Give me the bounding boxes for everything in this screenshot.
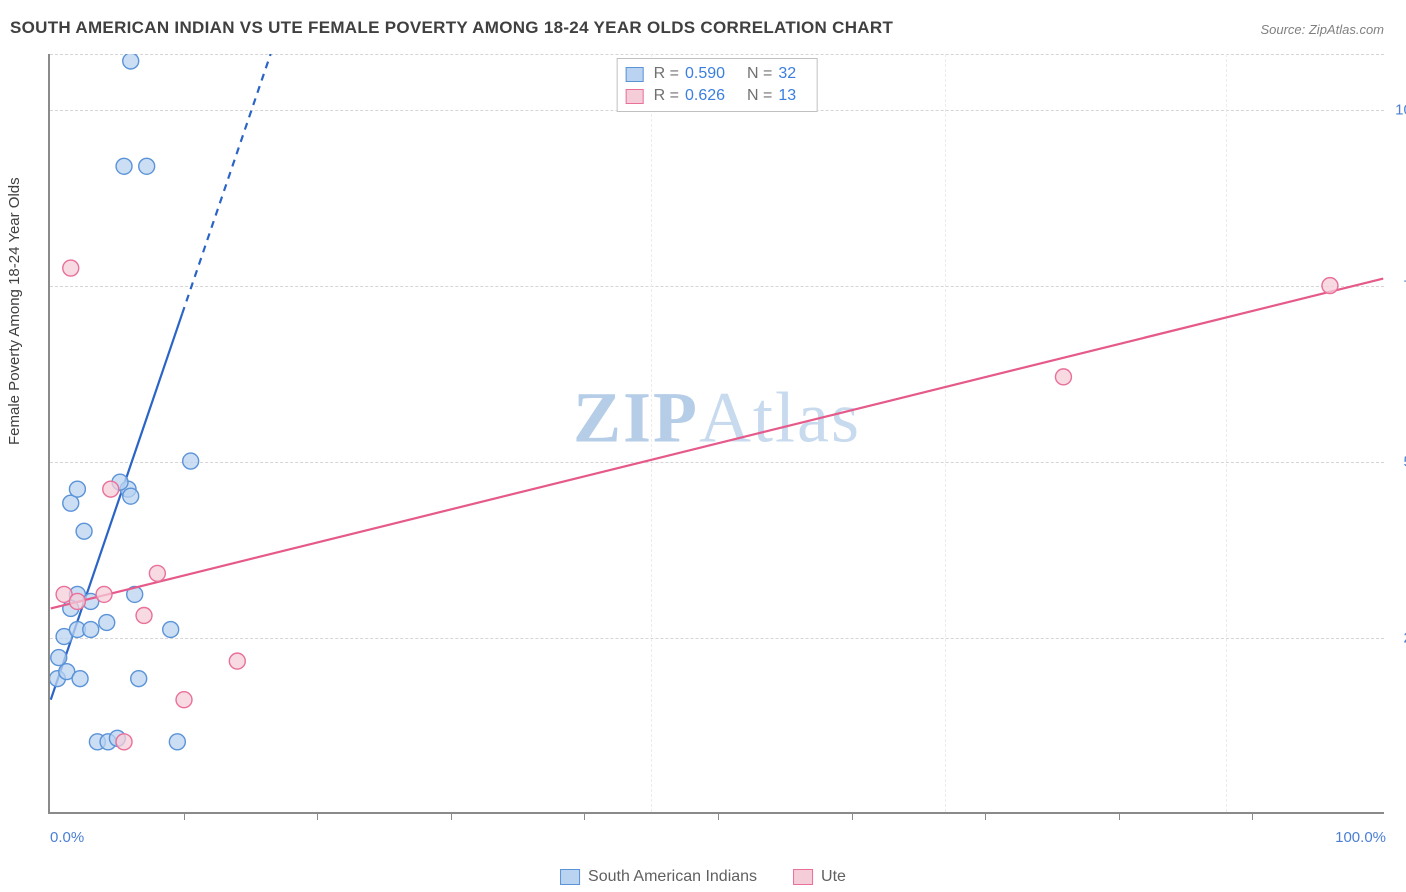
data-point <box>123 488 139 504</box>
scatter-svg <box>50 54 1384 812</box>
x-minor-tick <box>852 812 853 820</box>
data-point <box>123 54 139 69</box>
data-point <box>1055 369 1071 385</box>
x-minor-tick <box>584 812 585 820</box>
data-point <box>136 608 152 624</box>
legend-label: Ute <box>821 868 846 886</box>
data-point <box>149 565 165 581</box>
data-point <box>176 692 192 708</box>
n-value: 13 <box>778 87 804 105</box>
data-point <box>83 622 99 638</box>
data-point <box>76 523 92 539</box>
r-value: 0.626 <box>685 87 737 105</box>
data-point <box>229 653 245 669</box>
y-tick-label: 100.0% <box>1395 102 1406 119</box>
data-point <box>103 481 119 497</box>
regression-line <box>182 54 270 314</box>
legend-item: Ute <box>793 868 846 886</box>
data-point <box>99 615 115 631</box>
legend-swatch <box>626 67 644 82</box>
data-point <box>96 586 112 602</box>
x-minor-tick <box>1119 812 1120 820</box>
data-point <box>116 158 132 174</box>
stats-legend-row: R = 0.590 N = 32 <box>626 63 805 85</box>
data-point <box>163 622 179 638</box>
data-point <box>72 671 88 687</box>
data-point <box>69 593 85 609</box>
legend-item: South American Indians <box>560 868 757 886</box>
legend-label: South American Indians <box>588 868 757 886</box>
data-point <box>139 158 155 174</box>
r-label: R = <box>654 65 679 83</box>
x-minor-tick <box>1252 812 1253 820</box>
stats-legend: R = 0.590 N = 32 R = 0.626 N = 13 <box>617 58 818 112</box>
n-label: N = <box>747 65 772 83</box>
plot-area: ZIPAtlas R =0.590N =32R =0.626N =13 25.0… <box>48 54 1384 814</box>
source-attribution: Source: ZipAtlas.com <box>1260 22 1384 37</box>
data-point <box>1322 278 1338 294</box>
x-minor-tick <box>451 812 452 820</box>
legend-swatch <box>560 869 580 885</box>
data-point <box>63 260 79 276</box>
legend-swatch <box>626 89 644 104</box>
x-tick-label: 0.0% <box>50 829 84 846</box>
r-value: 0.590 <box>685 65 737 83</box>
data-point <box>51 650 67 666</box>
data-point <box>183 453 199 469</box>
legend-swatch <box>793 869 813 885</box>
chart-title: SOUTH AMERICAN INDIAN VS UTE FEMALE POVE… <box>10 18 893 38</box>
data-point <box>116 734 132 750</box>
data-point <box>131 671 147 687</box>
x-minor-tick <box>184 812 185 820</box>
x-minor-tick <box>985 812 986 820</box>
x-minor-tick <box>317 812 318 820</box>
x-minor-tick <box>718 812 719 820</box>
n-label: N = <box>747 87 772 105</box>
stats-legend-row: R = 0.626 N = 13 <box>626 85 805 107</box>
y-axis-label: Female Poverty Among 18-24 Year Olds <box>6 177 23 445</box>
series-legend: South American Indians Ute <box>560 868 846 886</box>
regression-line <box>51 279 1383 609</box>
n-value: 32 <box>778 65 804 83</box>
data-point <box>169 734 185 750</box>
data-point <box>69 481 85 497</box>
x-tick-label: 100.0% <box>1335 829 1386 846</box>
r-label: R = <box>654 87 679 105</box>
